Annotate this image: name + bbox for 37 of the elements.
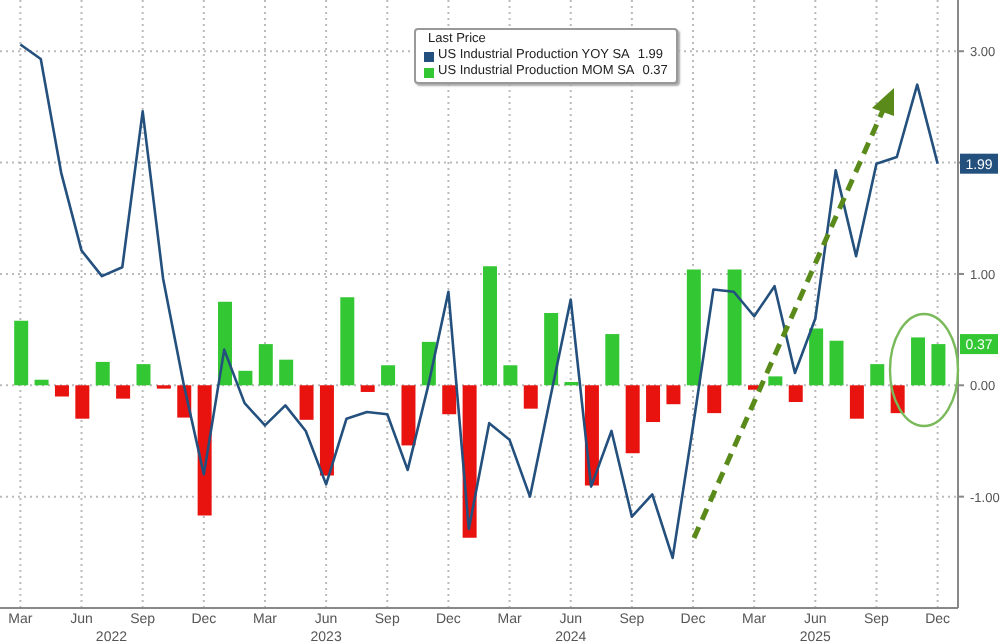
bar	[238, 370, 253, 386]
bar	[666, 385, 681, 405]
bar	[686, 269, 701, 386]
bar	[401, 385, 416, 446]
bar	[870, 364, 885, 386]
bar	[14, 320, 29, 386]
bar	[829, 340, 844, 386]
bar	[503, 365, 518, 386]
bar	[483, 266, 497, 386]
bar	[381, 365, 396, 386]
bar	[75, 385, 90, 419]
bar	[625, 385, 640, 454]
bar	[258, 344, 273, 386]
bar	[646, 385, 661, 423]
bar	[788, 385, 803, 402]
bar	[319, 385, 334, 476]
bar	[849, 385, 864, 419]
bar	[809, 328, 824, 386]
line-series	[19, 43, 939, 560]
bar	[116, 385, 131, 399]
bar	[768, 376, 783, 386]
bar	[95, 361, 110, 386]
bar	[911, 337, 926, 386]
bar	[136, 364, 151, 386]
bar	[54, 385, 69, 397]
bar	[340, 297, 355, 386]
bar	[299, 385, 314, 420]
bar	[544, 312, 559, 386]
bar	[523, 385, 538, 409]
bar	[707, 385, 722, 414]
bar	[279, 359, 294, 386]
bar	[727, 269, 742, 386]
bar	[34, 379, 49, 386]
bar	[360, 385, 375, 392]
bar	[605, 334, 620, 386]
bar	[442, 385, 457, 415]
bar	[931, 344, 946, 386]
